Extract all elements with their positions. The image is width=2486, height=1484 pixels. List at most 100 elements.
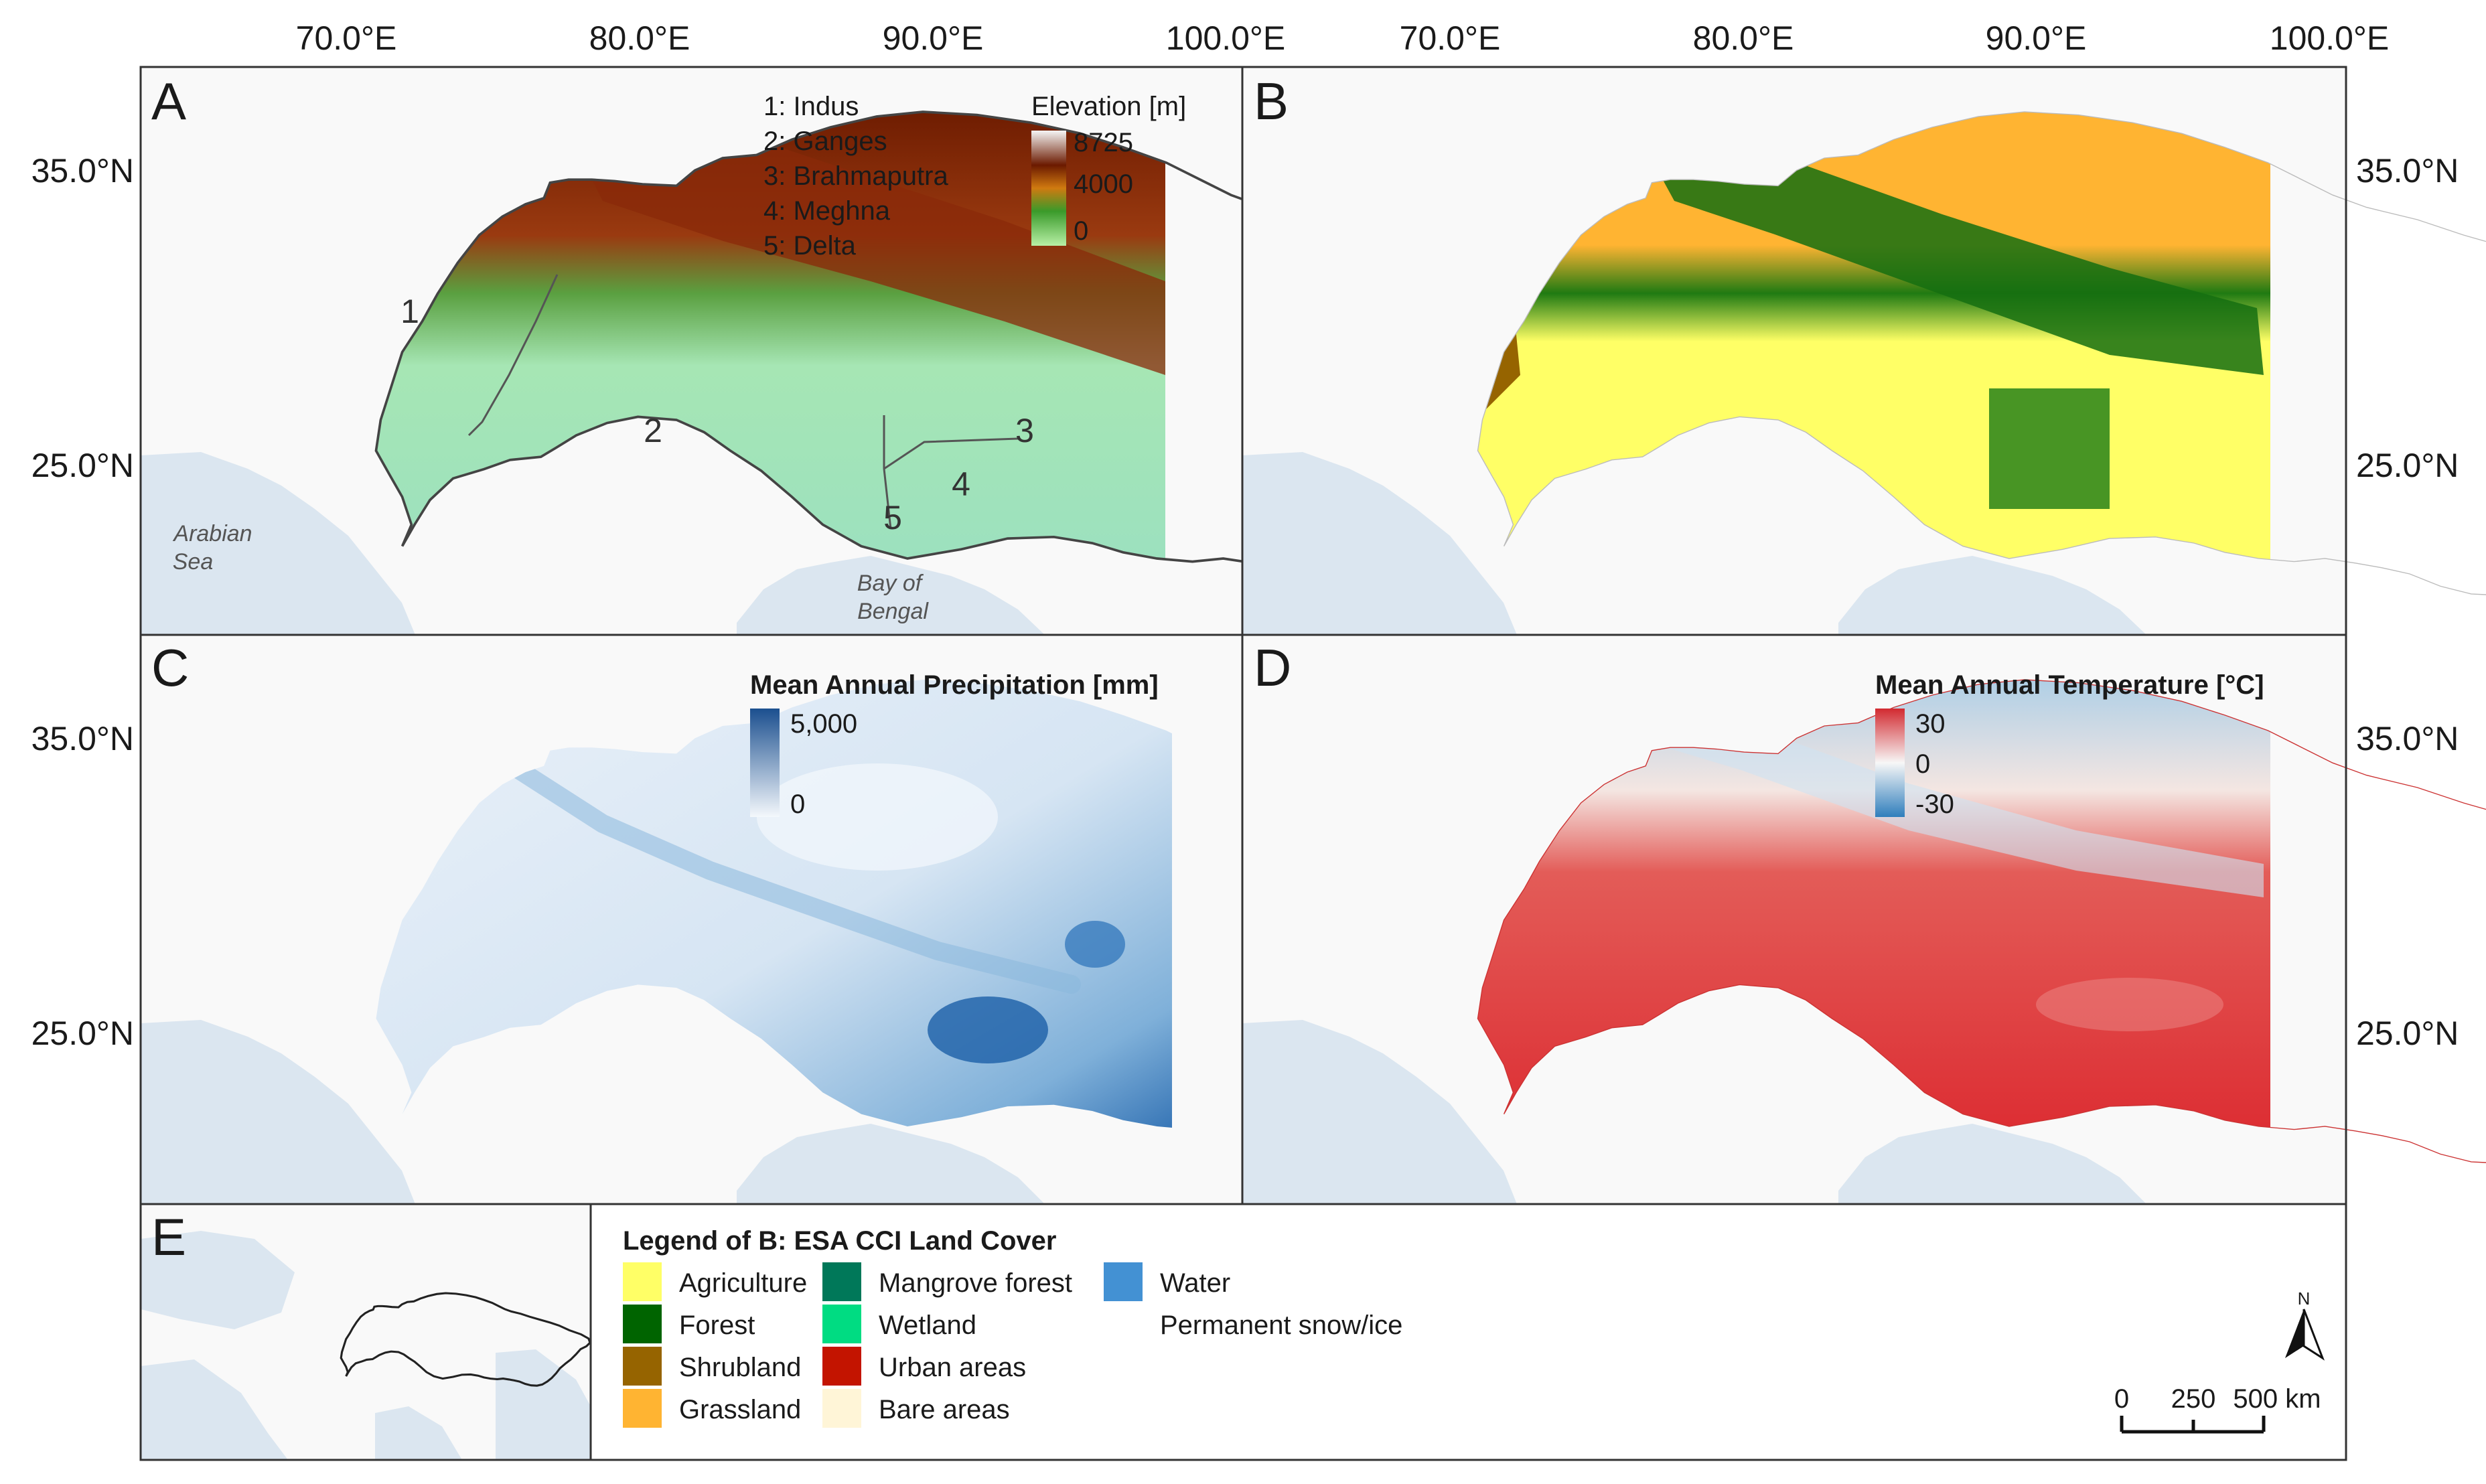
scale-bar-label-0: 0 (2114, 1384, 2129, 1414)
panel-letter-e: E (151, 1207, 186, 1266)
panel-d-ocean (1242, 1020, 2146, 1204)
temperature-legend-title: Mean Annual Temperature [°C] (1875, 670, 2264, 700)
land-cover-swatch (822, 1262, 861, 1301)
elevation-legend-title: Elevation [m] (1031, 92, 1186, 121)
temperature-tick-minus30: -30 (1915, 790, 1954, 819)
land-cover-label: Forest (679, 1311, 755, 1340)
lon-label-90-a: 90.0°E (883, 19, 984, 57)
north-arrow-right (2302, 1309, 2325, 1361)
panel-c-precipitation: Mean Annual Precipitation [mm] 5,000 0 C (141, 635, 1242, 1204)
lon-label-70-a: 70.0°E (296, 19, 397, 57)
land-cover-label: Wetland (879, 1311, 976, 1340)
panel-d-temperature: Mean Annual Temperature [°C] 30 0 -30 D (1242, 635, 2486, 1204)
land-cover-label: Mangrove forest (879, 1268, 1072, 1298)
basin-number-5: 5 (883, 499, 902, 536)
land-cover-swatch (1104, 1305, 1143, 1343)
temperature-colorbar (1875, 709, 1905, 817)
lon-label-70-b: 70.0°E (1400, 19, 1501, 57)
scale-bar-label-500km: 500 km (2233, 1384, 2321, 1414)
panel-letter-c: C (151, 638, 189, 697)
lat-label-25-d: 25.0°N (2356, 1015, 2459, 1052)
basin-list-item-brahmaputra: 3: Brahmaputra (763, 161, 948, 191)
lon-label-100-a: 100.0°E (1166, 19, 1285, 57)
scale-bar-label-250: 250 (2171, 1384, 2216, 1414)
lat-label-35-c: 35.0°N (31, 720, 134, 757)
land-cover-swatch (623, 1305, 662, 1343)
basin-list-item-ganges: 2: Ganges (763, 127, 887, 156)
land-cover-swatch (623, 1262, 662, 1301)
precipitation-colorbar (750, 709, 780, 817)
north-arrow-left (2285, 1309, 2304, 1358)
panel-letter-b: B (1254, 72, 1289, 131)
arabian-sea-label-line1: Arabian (172, 521, 252, 546)
lat-label-35-a: 35.0°N (31, 152, 134, 190)
lat-label-35-b: 35.0°N (2356, 152, 2459, 190)
land-cover-swatch (822, 1347, 861, 1386)
basin-list-item-delta: 5: Delta (763, 231, 857, 261)
lon-label-90-b: 90.0°E (1986, 19, 2087, 57)
inset-water-body-2 (141, 1359, 288, 1460)
lat-label-25-c: 25.0°N (31, 1015, 134, 1052)
panel-letter-a: A (151, 72, 186, 131)
panel-b-land-cover: B (1242, 67, 2486, 635)
land-cover-label: Water (1160, 1268, 1230, 1298)
panel-frames (139, 66, 2347, 1461)
land-cover-swatch (822, 1389, 861, 1428)
basin-number-2: 2 (644, 412, 662, 449)
land-cover-legend: Legend of B: ESA CCI Land Cover Agricult… (623, 1226, 1402, 1428)
land-cover-swatch (822, 1305, 861, 1343)
land-cover-label: Agriculture (679, 1268, 807, 1298)
land-cover-swatch (623, 1347, 662, 1386)
panel-b-ocean (1242, 452, 2146, 635)
scale-bar: 0 250 500 km (2114, 1384, 2321, 1434)
panel-a-elevation: 1 2 3 4 5 Arabian Sea Bay of Bengal 1: I… (141, 67, 1679, 635)
land-cover-swatch (623, 1389, 662, 1428)
precipitation-tick-max: 5,000 (790, 709, 857, 739)
bay-of-bengal-label-line1: Bay of (857, 571, 924, 596)
scale-bar-line (2120, 1416, 2266, 1434)
precipitation-legend: Mean Annual Precipitation [mm] 5,000 0 (750, 670, 1159, 819)
lon-label-80-a: 80.0°E (589, 19, 690, 57)
precipitation-legend-title: Mean Annual Precipitation [mm] (750, 670, 1159, 700)
panel-letter-d: D (1254, 638, 1291, 697)
lat-label-25-a: 25.0°N (31, 447, 134, 484)
temperature-legend: Mean Annual Temperature [°C] 30 0 -30 (1875, 670, 2264, 819)
basin-list-item-indus: 1: Indus (763, 92, 859, 121)
elevation-colorbar (1031, 131, 1066, 246)
panel-a-ocean (141, 452, 1045, 635)
inset-water-body-4 (496, 1349, 591, 1460)
elevation-tick-0: 0 (1074, 216, 1088, 246)
temperature-tick-0: 0 (1915, 749, 1930, 779)
land-cover-label: Shrubland (679, 1353, 801, 1382)
panel-c-ocean (141, 1020, 1045, 1204)
land-cover-label: Urban areas (879, 1353, 1026, 1382)
basin-list-item-meghna: 4: Meghna (763, 196, 891, 226)
land-cover-legend-title: Legend of B: ESA CCI Land Cover (623, 1226, 1056, 1256)
north-arrow: N (2285, 1288, 2325, 1361)
land-cover-legend-items: Agriculture Forest Shrubland Grassland Mangr… (623, 1262, 1402, 1428)
land-cover-label: Permanent snow/ice (1160, 1311, 1402, 1340)
lon-label-100-b: 100.0°E (2270, 19, 2389, 57)
bay-of-bengal-label-line2: Bengal (857, 599, 929, 624)
inset-water-body-3 (375, 1406, 462, 1460)
elevation-tick-4000: 4000 (1074, 169, 1133, 199)
panel-a-subbasin-borders (467, 274, 1019, 530)
elevation-legend: Elevation [m] 8725 4000 0 (1031, 92, 1186, 246)
panel-e-inset-map: E (141, 1204, 591, 1460)
land-cover-label: Grassland (679, 1395, 801, 1424)
lat-label-35-d: 35.0°N (2356, 720, 2459, 757)
basin-number-3: 3 (1015, 412, 1034, 449)
basin-number-4: 4 (952, 465, 970, 503)
temperature-tick-30: 30 (1915, 709, 1946, 739)
north-arrow-label: N (2298, 1288, 2311, 1309)
lon-label-80-b: 80.0°E (1693, 19, 1794, 57)
land-cover-label: Bare areas (879, 1395, 1010, 1424)
lat-label-25-b: 25.0°N (2356, 447, 2459, 484)
basin-list: 1: Indus 2: Ganges 3: Brahmaputra 4: Meg… (763, 92, 948, 261)
arabian-sea-label-line2: Sea (173, 549, 214, 575)
inset-water-body-1 (141, 1231, 295, 1329)
land-cover-swatch (1104, 1262, 1143, 1301)
basin-number-1: 1 (400, 293, 419, 330)
elevation-tick-8725: 8725 (1074, 128, 1133, 157)
